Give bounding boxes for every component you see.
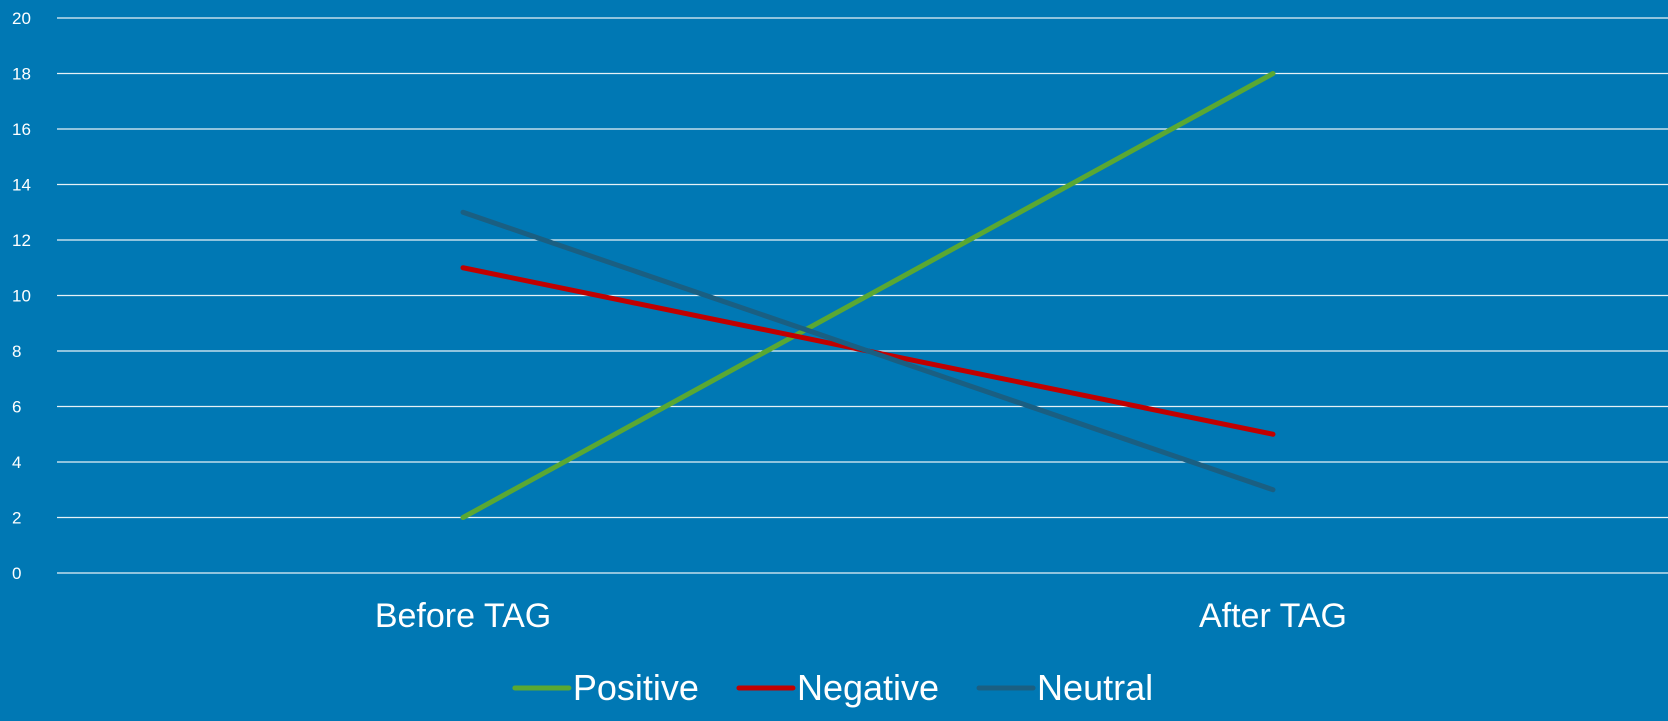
y-tick-label-18: 18 bbox=[12, 65, 31, 84]
x-axis-category-labels: Before TAG After TAG bbox=[375, 597, 1347, 635]
y-axis-tick-labels: 0 2 4 6 8 10 12 14 16 18 20 bbox=[12, 9, 31, 583]
series-line-positive bbox=[460, 71, 1276, 520]
legend-item-positive: Positive bbox=[512, 667, 699, 708]
legend: Positive Negative Neutral bbox=[512, 667, 1153, 708]
legend-label-neutral: Neutral bbox=[1037, 667, 1153, 708]
y-tick-label-10: 10 bbox=[12, 287, 31, 306]
gridlines bbox=[57, 17, 1668, 574]
y-tick-label-2: 2 bbox=[12, 509, 21, 528]
y-tick-label-14: 14 bbox=[12, 176, 31, 195]
y-tick-label-8: 8 bbox=[12, 342, 21, 361]
y-tick-label-20: 20 bbox=[12, 9, 31, 28]
y-tick-label-4: 4 bbox=[12, 453, 21, 472]
y-tick-label-12: 12 bbox=[12, 231, 31, 250]
x-category-label-0: Before TAG bbox=[375, 597, 551, 635]
series-lines bbox=[460, 71, 1276, 520]
legend-item-negative: Negative bbox=[736, 667, 939, 708]
y-tick-label-0: 0 bbox=[12, 564, 21, 583]
x-category-label-1: After TAG bbox=[1199, 597, 1347, 635]
legend-item-neutral: Neutral bbox=[976, 667, 1153, 708]
y-tick-label-6: 6 bbox=[12, 398, 21, 417]
y-tick-label-16: 16 bbox=[12, 120, 31, 139]
legend-label-negative: Negative bbox=[797, 667, 939, 708]
legend-label-positive: Positive bbox=[573, 667, 699, 708]
series-line-neutral bbox=[460, 209, 1276, 493]
